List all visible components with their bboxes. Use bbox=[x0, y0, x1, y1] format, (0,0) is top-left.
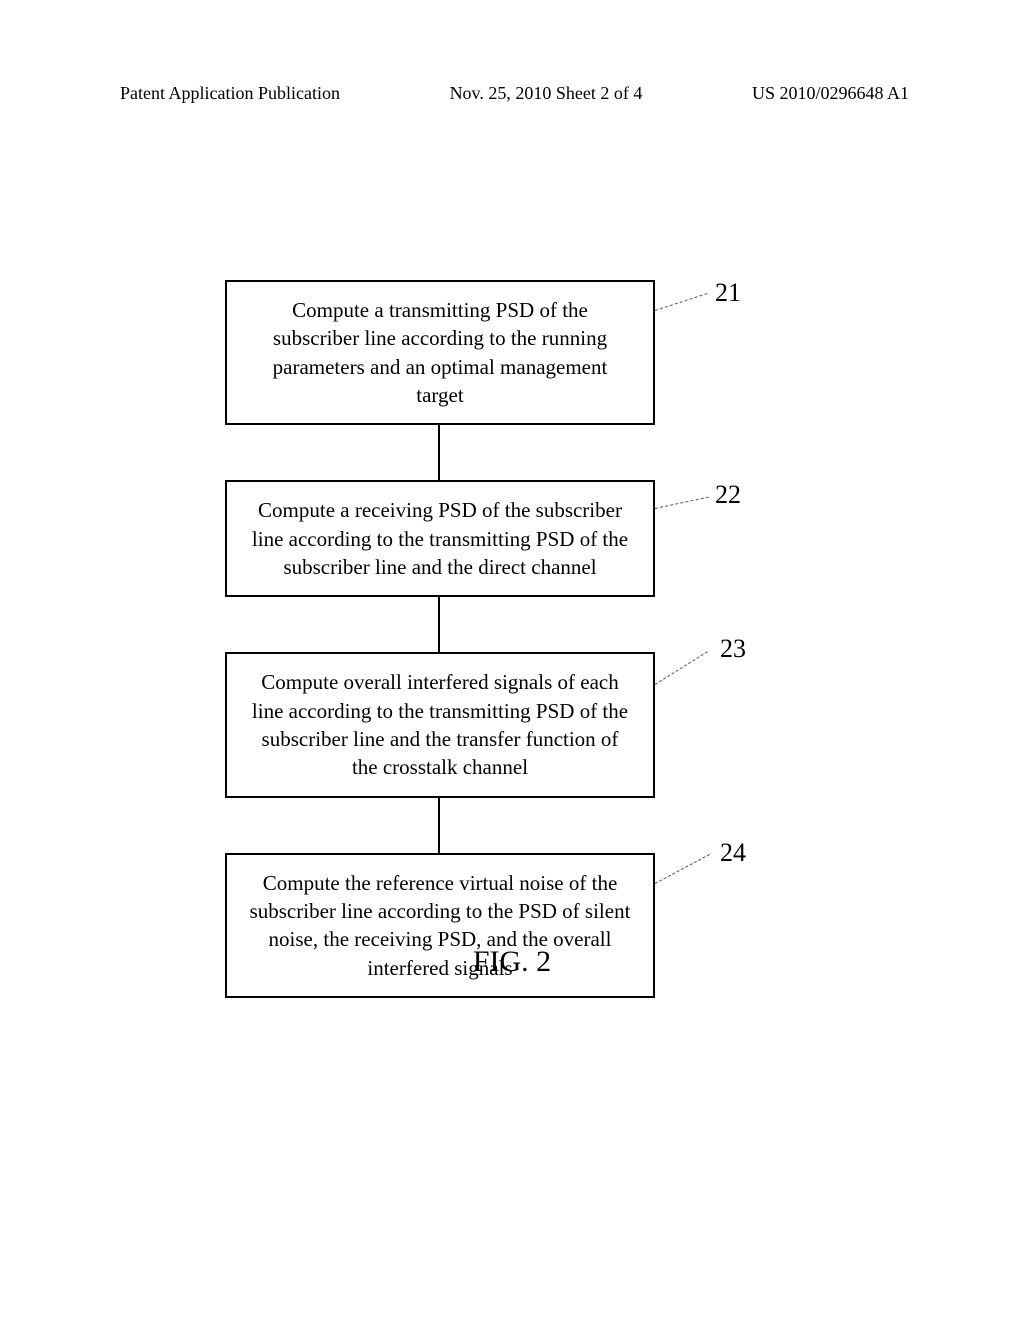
ref-number: 21 bbox=[715, 278, 741, 308]
header-center: Nov. 25, 2010 Sheet 2 of 4 bbox=[450, 83, 643, 104]
connector bbox=[438, 798, 440, 853]
flowchart: Compute a transmitting PSD of the subscr… bbox=[225, 280, 745, 998]
header-right: US 2010/0296648 A1 bbox=[752, 83, 909, 104]
header-left: Patent Application Publication bbox=[120, 83, 340, 104]
ref-number: 24 bbox=[720, 838, 746, 868]
ref-line bbox=[655, 497, 709, 509]
ref-line bbox=[655, 293, 708, 311]
flow-box: Compute overall interfered signals of ea… bbox=[225, 652, 655, 797]
figure-caption: FIG. 2 bbox=[0, 945, 1024, 979]
connector bbox=[438, 425, 440, 480]
page-header: Patent Application Publication Nov. 25, … bbox=[0, 83, 1024, 104]
ref-number: 23 bbox=[720, 634, 746, 664]
flow-box: Compute a transmitting PSD of the subscr… bbox=[225, 280, 655, 425]
flow-step-21: Compute a transmitting PSD of the subscr… bbox=[225, 280, 745, 425]
ref-line bbox=[655, 652, 708, 686]
connector bbox=[438, 597, 440, 652]
flow-box: Compute a receiving PSD of the subscribe… bbox=[225, 480, 655, 597]
ref-number: 22 bbox=[715, 480, 741, 510]
ref-line bbox=[655, 854, 710, 884]
flow-step-22: Compute a receiving PSD of the subscribe… bbox=[225, 480, 745, 597]
flow-step-23: Compute overall interfered signals of ea… bbox=[225, 652, 745, 797]
